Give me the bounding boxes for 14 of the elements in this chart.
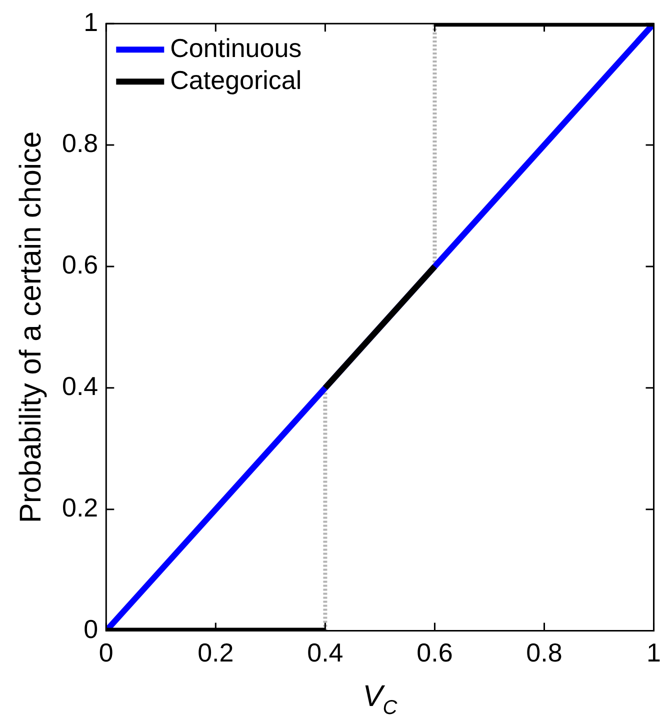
x-tick-label: 0.4	[307, 638, 344, 668]
x-tick-label: 0.2	[198, 638, 234, 668]
y-tick-label: 0.2	[62, 492, 98, 523]
x-tick-label: 1	[646, 638, 662, 668]
y-tick-label: 0.8	[62, 128, 98, 158]
legend-label: Continuous	[170, 32, 302, 63]
x-tick-label: 0.8	[526, 638, 562, 668]
y-tick-label: 0	[84, 614, 98, 644]
y-axis-title: Probability of a certain choice	[14, 131, 48, 524]
x-tick-label: 0.6	[416, 638, 453, 668]
y-tick-label: 0.4	[62, 371, 98, 402]
y-tick-label: 0.6	[62, 250, 98, 280]
y-tick-label: 1	[84, 6, 98, 37]
legend-label: Categorical	[170, 64, 302, 95]
